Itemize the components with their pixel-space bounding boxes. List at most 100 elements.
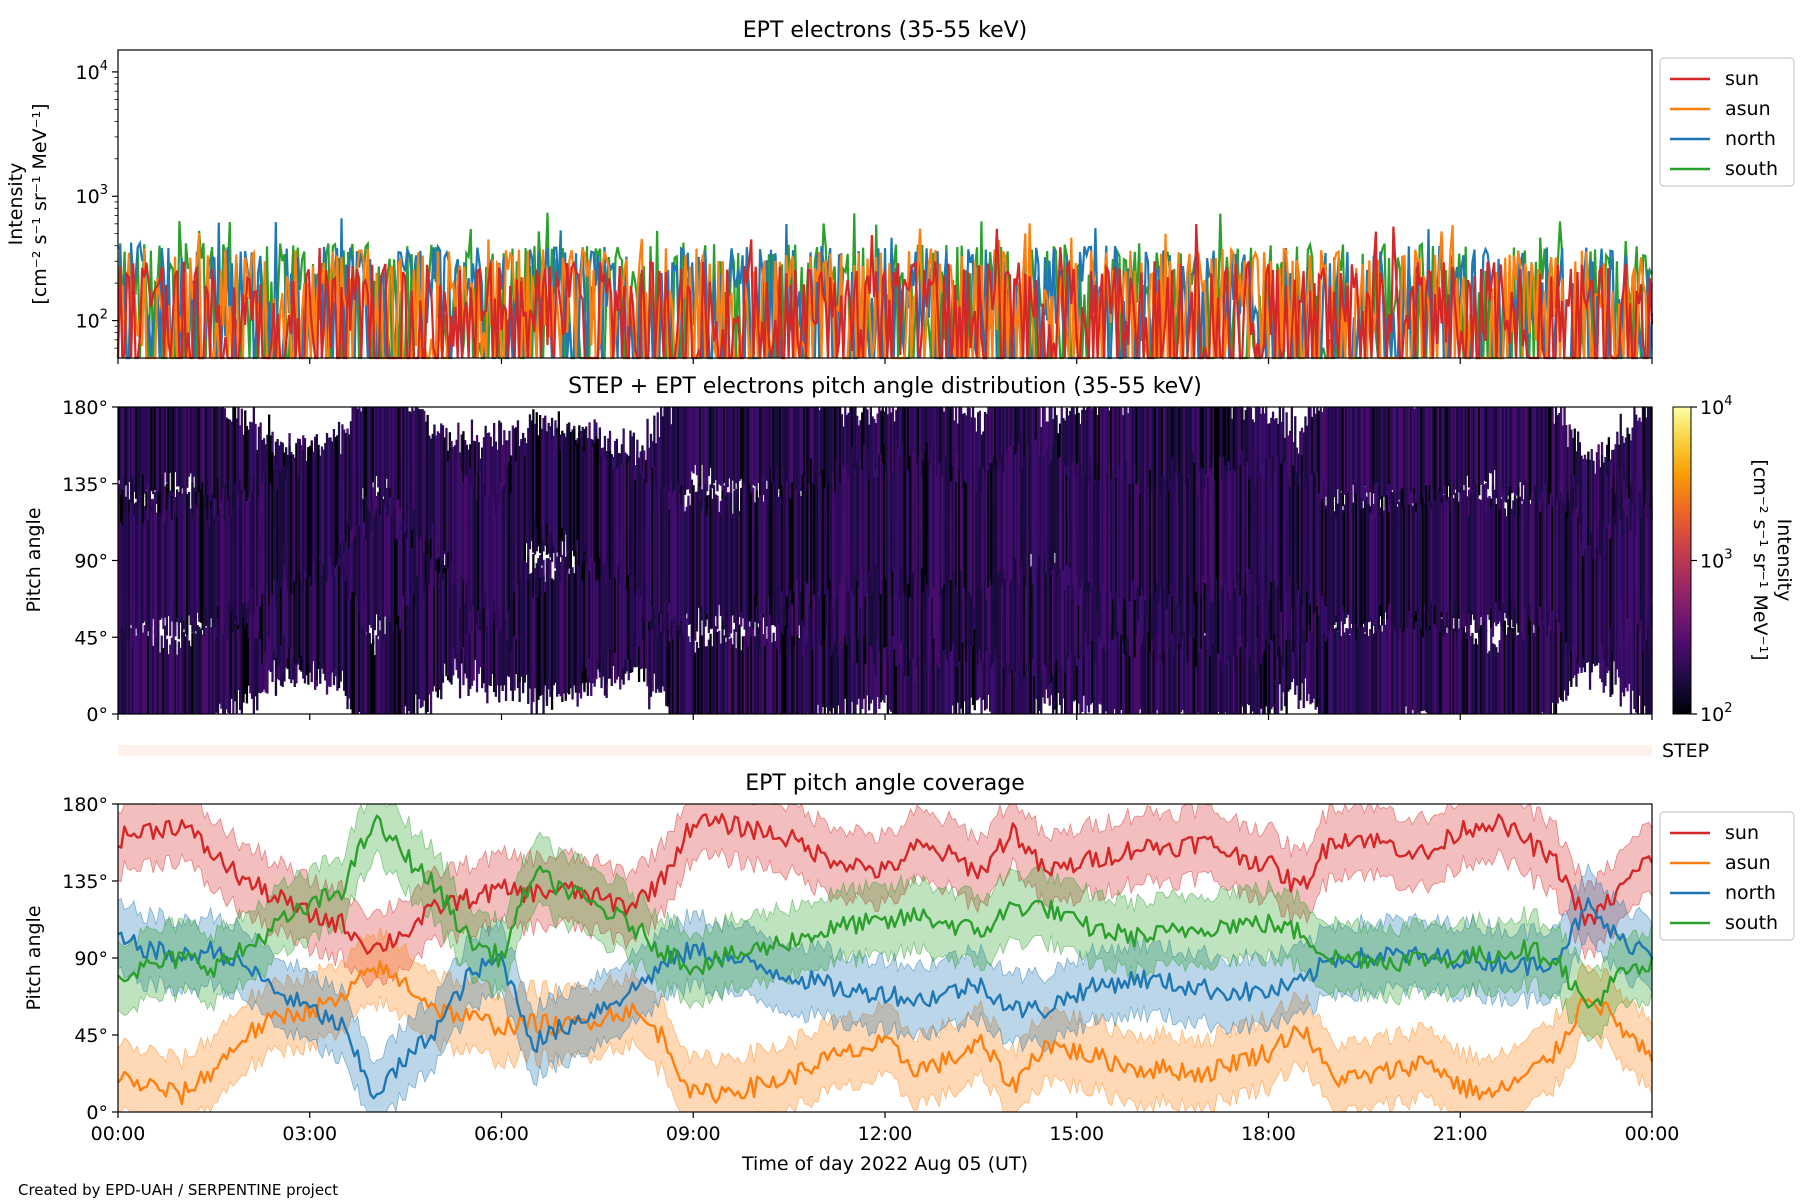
heatmap-cell (1410, 407, 1413, 523)
heatmap-cell (670, 482, 673, 622)
heatmap-cell (1433, 499, 1437, 607)
heatmap-cell (1237, 407, 1241, 506)
heatmap-cell (1111, 407, 1114, 507)
heatmap-cell (491, 578, 494, 674)
heatmap-cell (1014, 454, 1017, 559)
heatmap-cell (934, 448, 937, 587)
heatmap-cell (1113, 471, 1116, 606)
heatmap-cell (1115, 584, 1118, 714)
heatmap-cell (953, 420, 956, 514)
heatmap-cell (961, 525, 964, 643)
heatmap-cell (187, 512, 191, 602)
heatmap-cell (1498, 640, 1501, 714)
heatmap-cell (1537, 609, 1541, 714)
heatmap-cell (960, 471, 963, 571)
heatmap-cell (758, 407, 762, 500)
heatmap-cell (915, 464, 918, 589)
heatmap-cell (1416, 604, 1420, 713)
heatmap-cell (522, 543, 525, 694)
heatmap-cell (1609, 538, 1612, 629)
heatmap-cell (692, 496, 695, 639)
heatmap-cell (646, 482, 649, 603)
heatmap-cell (1590, 449, 1593, 580)
heatmap-cell (138, 608, 141, 714)
heatmap-cell (1542, 407, 1546, 506)
heatmap-cell (714, 626, 717, 714)
heatmap-cell (1246, 607, 1249, 705)
heatmap-cell (373, 655, 376, 714)
heatmap-cell (721, 626, 724, 714)
heatmap-cell (245, 501, 249, 609)
heatmap-cell (441, 579, 445, 675)
heatmap-cell (244, 568, 247, 694)
heatmap-cell (462, 483, 465, 581)
heatmap-cell (1606, 526, 1609, 667)
heatmap-cell (885, 472, 888, 580)
heatmap-cell (1324, 407, 1327, 497)
heatmap-cell (753, 407, 757, 487)
heatmap-cell (196, 625, 199, 714)
heatmap-cell (482, 482, 486, 608)
heatmap-cell (1081, 466, 1084, 581)
heatmap-cell (999, 543, 1002, 654)
x-tick-label: 06:00 (474, 1123, 529, 1145)
heatmap-cell (1430, 613, 1433, 714)
heatmap-cell (1283, 462, 1287, 611)
heatmap-cell (1498, 407, 1501, 499)
heatmap-cell (152, 407, 155, 495)
heatmap-cell (854, 547, 857, 637)
heatmap-cell (1227, 628, 1230, 714)
heatmap-cell (772, 480, 775, 626)
heatmap-cell (1200, 407, 1203, 500)
heatmap-cell (1166, 407, 1169, 495)
heatmap-cell (1377, 487, 1380, 630)
heatmap-cell (1507, 627, 1510, 714)
heatmap-cell (353, 592, 356, 714)
heatmap-cell (844, 604, 847, 699)
heatmap-cell (873, 477, 876, 574)
heatmap-cell (176, 407, 179, 487)
heatmap-cell (1450, 407, 1454, 505)
heatmap-cell (204, 508, 208, 609)
heatmap-cell (419, 579, 422, 708)
heatmap-cell (1249, 475, 1253, 575)
heatmap-cell (397, 523, 400, 647)
heatmap-cell (922, 551, 925, 643)
heatmap-cell (1411, 608, 1414, 710)
heatmap-cell (1167, 608, 1171, 714)
heatmap-cell (537, 435, 540, 526)
heatmap-cell (1280, 463, 1283, 612)
heatmap-cell (839, 482, 842, 586)
heatmap-cell (158, 652, 162, 714)
heatmap-cell (118, 633, 121, 714)
heatmap-cell (322, 449, 325, 564)
heatmap-cell (1183, 407, 1186, 508)
heatmap-cell (842, 590, 845, 714)
heatmap-cell (1169, 480, 1172, 583)
heatmap-cell (1156, 615, 1159, 711)
heatmap-cell (1389, 407, 1392, 515)
heatmap-cell (1490, 506, 1493, 609)
heatmap-cell (126, 503, 129, 641)
heatmap-cell (818, 619, 821, 714)
heatmap-cell (1404, 492, 1408, 620)
heatmap-cell (1186, 618, 1189, 714)
heatmap-cell (455, 521, 458, 663)
heatmap-cell (288, 548, 291, 649)
heatmap-cell (1062, 417, 1065, 516)
heatmap-cell (1328, 407, 1331, 509)
heatmap-cell (1166, 608, 1169, 714)
heatmap-cell (1311, 590, 1314, 703)
heatmap-cell (821, 407, 825, 499)
heatmap-cell (989, 463, 992, 582)
heatmap-cell (1026, 544, 1029, 662)
heatmap-cell (273, 469, 276, 580)
heatmap-cell (286, 532, 289, 659)
heatmap-cell (840, 480, 843, 578)
heatmap-cell (1161, 407, 1164, 513)
heatmap-cell (1411, 407, 1414, 504)
heatmap-cell (561, 435, 564, 529)
heatmap-cell (765, 407, 768, 481)
heatmap-cell (731, 407, 734, 481)
heatmap-cell (579, 437, 583, 567)
